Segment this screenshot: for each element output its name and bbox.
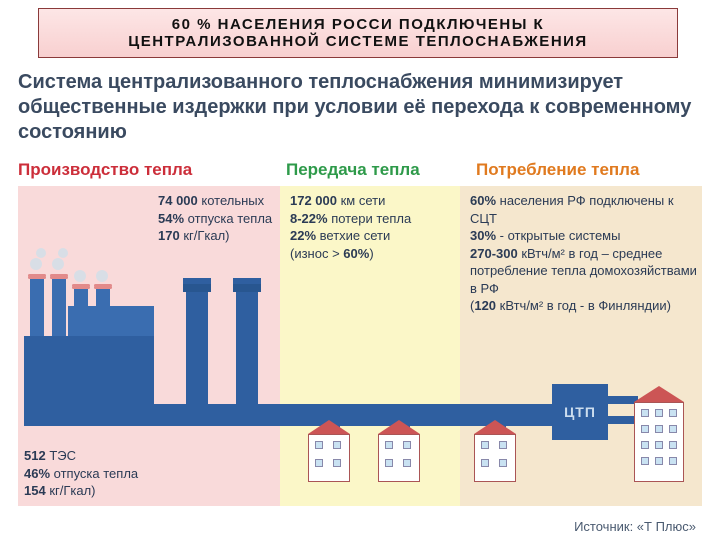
smoke-icon: [74, 270, 86, 282]
apartment-icon: [634, 386, 684, 482]
smoke-icon: [58, 248, 68, 258]
ctp-node: ЦТП: [552, 384, 608, 440]
header-text: 60 % НАСЕЛЕНИЯ РОССИ ПОДКЛЮЧЕНЫ КЦЕНТРАЛ…: [128, 16, 587, 50]
house-icon: [474, 420, 516, 482]
smokestack-icon: [30, 276, 44, 336]
house-icon: [378, 420, 420, 482]
diagram: ЦТП: [18, 186, 702, 506]
smoke-icon: [36, 248, 46, 258]
label-production: Производство тепла: [18, 160, 286, 180]
smoke-icon: [52, 258, 64, 270]
panels: 74 000 котельных 54% отпуска тепла 170 к…: [18, 186, 702, 506]
label-transfer: Передача тепла: [286, 160, 476, 180]
cooling-tower-icon: [186, 292, 208, 404]
cooling-tower-icon: [183, 278, 211, 284]
smokestack-icon: [52, 276, 66, 336]
smoke-icon: [96, 270, 108, 282]
source-attribution: Источник: «Т Плюс»: [574, 519, 696, 534]
header-banner: 60 % НАСЕЛЕНИЯ РОССИ ПОДКЛЮЧЕНЫ КЦЕНТРАЛ…: [38, 8, 678, 58]
cooling-tower-icon: [236, 292, 258, 404]
cooling-tower-icon: [233, 278, 261, 284]
ctp-label: ЦТП: [564, 404, 596, 420]
smoke-icon: [30, 258, 42, 270]
power-plant-icon: [24, 336, 154, 406]
house-icon: [308, 420, 350, 482]
section-labels: Производство тепла Передача тепла Потреб…: [18, 160, 702, 180]
subtitle: Система централизованного теплоснабжения…: [18, 70, 702, 145]
label-consumption: Потребление тепла: [476, 160, 639, 180]
